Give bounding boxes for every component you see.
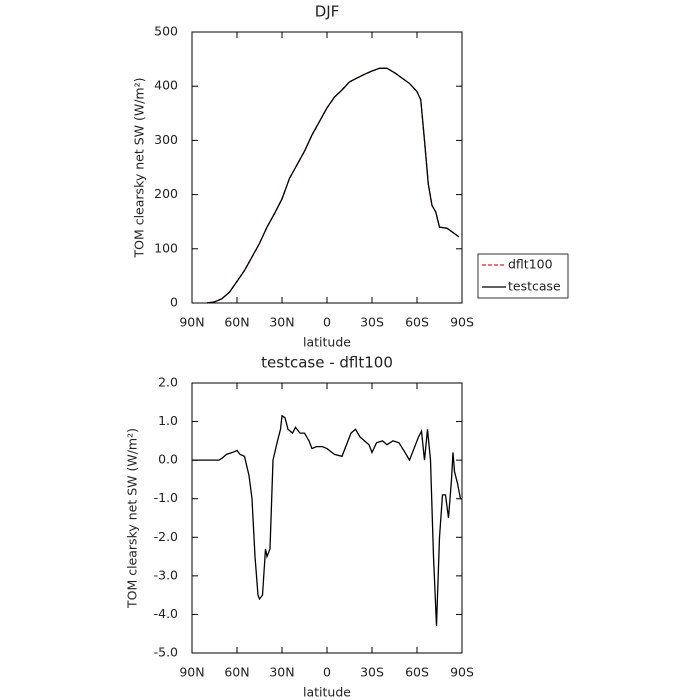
y-tick-label: 400 bbox=[154, 78, 178, 93]
x-tick-label: 0 bbox=[323, 315, 331, 330]
x-tick-label: 30N bbox=[269, 315, 294, 330]
y-axis-label: TOM clearsky net SW (W/m²) bbox=[125, 428, 140, 609]
plot-frame bbox=[191, 31, 463, 304]
y-axis-label: TOM clearsky net SW (W/m²) bbox=[132, 77, 147, 258]
x-tick-label: 30S bbox=[360, 315, 384, 330]
data-line bbox=[192, 414, 462, 627]
x-tick-label: 90N bbox=[179, 665, 204, 680]
legend-label: testcase bbox=[508, 279, 561, 294]
data-line bbox=[206, 67, 460, 304]
y-tick-label: 200 bbox=[154, 186, 178, 201]
y-tick-label: 1.0 bbox=[158, 413, 178, 428]
x-tick-label: 90S bbox=[450, 315, 474, 330]
y-tick-label: -1.0 bbox=[154, 490, 178, 505]
y-tick-label: -5.0 bbox=[154, 645, 178, 660]
chart-title: DJF bbox=[315, 3, 340, 21]
y-tick-label: -4.0 bbox=[154, 606, 178, 621]
x-tick-label: 60N bbox=[224, 315, 249, 330]
y-tick-label: 100 bbox=[154, 240, 178, 255]
x-tick-label: 0 bbox=[323, 665, 331, 680]
x-tick-label: 30S bbox=[360, 665, 384, 680]
plot-frame bbox=[191, 382, 463, 654]
y-tick-label: 0 bbox=[170, 295, 178, 310]
y-tick-label: -3.0 bbox=[154, 567, 178, 582]
x-tick-label: 90S bbox=[450, 665, 474, 680]
chart-title: testcase - dflt100 bbox=[261, 354, 393, 372]
x-tick-label: 60S bbox=[405, 665, 429, 680]
x-tick-label: 60N bbox=[224, 665, 249, 680]
y-tick-label: -2.0 bbox=[154, 529, 178, 544]
y-tick-label: 2.0 bbox=[158, 375, 178, 390]
legend-box bbox=[477, 253, 569, 299]
x-tick-label: 60S bbox=[405, 315, 429, 330]
x-axis-label: latitude bbox=[303, 685, 351, 700]
x-tick-label: 90N bbox=[179, 315, 204, 330]
legend-label: dflt100 bbox=[508, 257, 553, 272]
x-tick-label: 30N bbox=[269, 665, 294, 680]
y-tick-label: 300 bbox=[154, 132, 178, 147]
y-tick-label: 0.0 bbox=[158, 452, 178, 467]
y-tick-label: 500 bbox=[154, 24, 178, 39]
x-axis-label: latitude bbox=[303, 335, 351, 350]
